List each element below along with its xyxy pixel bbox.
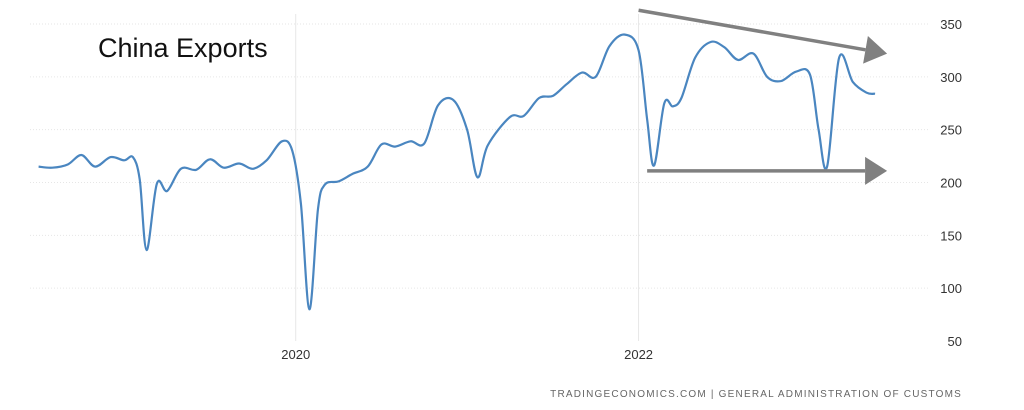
annotation-arrows — [638, 8, 888, 185]
annotation-arrow-head — [865, 156, 888, 185]
y-axis-tick-labels: 50 100 150 200 250 300 350 — [940, 17, 962, 349]
x-tick-label: 2020 — [281, 347, 310, 362]
y-tick-label: 350 — [940, 17, 962, 32]
grid-lines — [30, 23, 930, 289]
y-tick-label: 250 — [940, 123, 962, 138]
y-tick-label: 150 — [940, 228, 962, 243]
source-attribution: TRADINGECONOMICS.COM | GENERAL ADMINISTR… — [550, 389, 962, 400]
series-layer — [38, 33, 876, 311]
y-tick-label: 300 — [940, 70, 962, 85]
annotation-arrow-shaft — [638, 8, 866, 52]
y-tick-label: 100 — [940, 281, 962, 296]
y-tick-label: 50 — [948, 334, 962, 349]
chart-title: China Exports — [98, 33, 268, 63]
y-tick-label: 200 — [940, 176, 962, 191]
x-tick-label: 2022 — [624, 347, 653, 362]
x-grid-lines — [295, 14, 640, 341]
annotation-arrow-head — [863, 36, 888, 64]
x-axis-tick-labels: 2020 2022 — [281, 347, 653, 362]
series-line — [38, 33, 876, 311]
